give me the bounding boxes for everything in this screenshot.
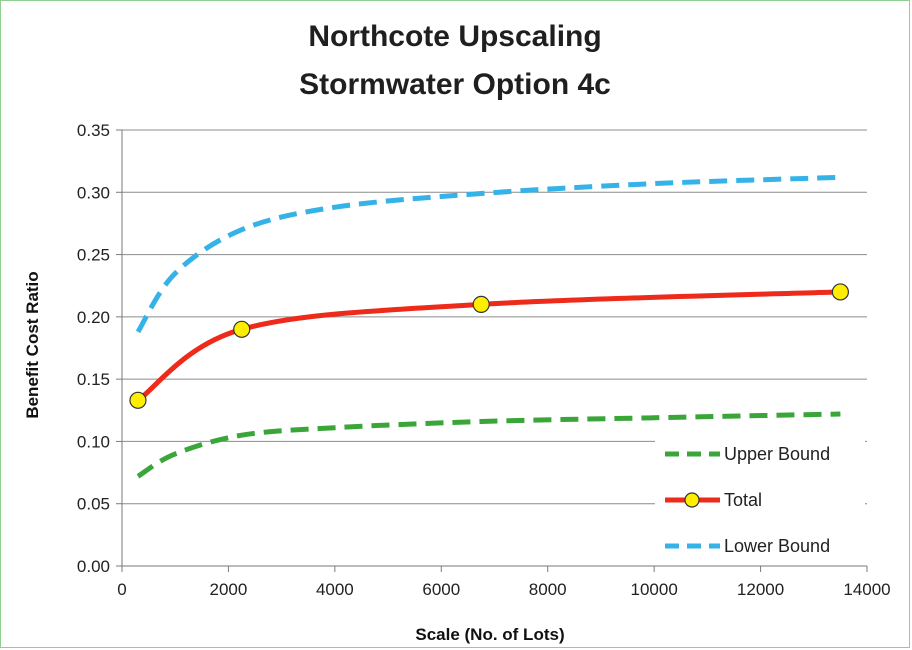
y-tick-label-4: 0.20: [77, 308, 110, 327]
legend-marker-total: [684, 492, 700, 508]
y-tick-label-1: 0.05: [77, 495, 110, 514]
x-tick-label-2: 4000: [316, 580, 354, 599]
gridlines: [121, 129, 867, 567]
x-tick-label-7: 14000: [843, 580, 890, 599]
x-tick-label-5: 10000: [631, 580, 678, 599]
chart-title-line-2: Stormwater Option 4c: [299, 68, 611, 101]
y-tick-label-3: 0.15: [77, 370, 110, 389]
x-tick-label-6: 12000: [737, 580, 784, 599]
y-axis-label: Benefit Cost Ratio: [23, 271, 42, 418]
y-tick-label-2: 0.10: [77, 432, 110, 451]
x-tick-label-0: 0: [117, 580, 126, 599]
y-tick-label-0: 0.00: [77, 557, 110, 576]
series-line-lower-bound: [135, 174, 841, 334]
data-point-total-0: [129, 391, 147, 409]
y-tick-label-7: 0.35: [77, 121, 110, 140]
series-line-total: [136, 289, 841, 403]
series-lines: [129, 174, 849, 479]
x-axis-label: Scale (No. of Lots): [415, 625, 564, 644]
chart-legend: Upper Bound Total Lower Bound: [655, 434, 865, 564]
series-line-upper-bound: [136, 411, 841, 479]
x-tick-label-1: 2000: [210, 580, 248, 599]
legend-label-total: Total: [724, 490, 762, 510]
data-point-total-1: [233, 320, 251, 338]
x-axis-ticks: 0 2000 4000 6000 8000 10000 12000 14000: [117, 566, 891, 599]
chart-title-line-1: Northcote Upscaling: [308, 20, 601, 53]
legend-label-upper-bound: Upper Bound: [724, 444, 830, 464]
data-point-total-2: [472, 295, 490, 313]
y-tick-label-6: 0.30: [77, 183, 110, 202]
y-axis-ticks: 0.00 0.05 0.10 0.15 0.20 0.25 0.30 0.35: [77, 121, 122, 576]
legend-label-lower-bound: Lower Bound: [724, 536, 830, 556]
x-tick-label-4: 8000: [529, 580, 567, 599]
data-point-total-3: [831, 283, 849, 301]
y-tick-label-5: 0.25: [77, 246, 110, 265]
x-tick-label-3: 6000: [422, 580, 460, 599]
